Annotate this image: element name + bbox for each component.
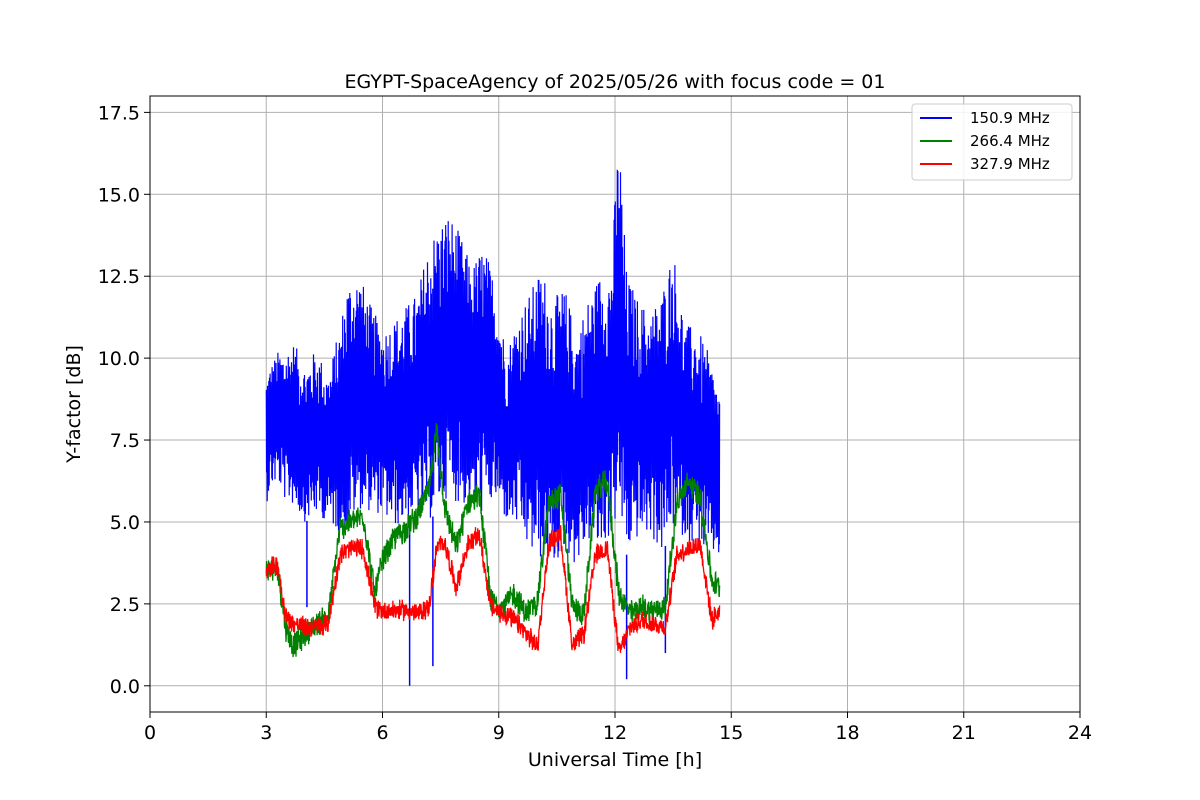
ticks: 0 3 6 9 12 15 18 21 24 0.0 2.5 5.0 7.5 10.0 12.5 15.0 17…: [98, 102, 1092, 744]
legend-entry-label: 327.9 MHz: [970, 155, 1050, 173]
y-tick-label: 0.0: [110, 676, 140, 698]
y-tick-label: 15.0: [98, 184, 140, 206]
legend-entry-label: 266.4 MHz: [970, 132, 1050, 150]
y-tick-label: 2.5: [110, 594, 140, 616]
x-tick-label: 24: [1068, 722, 1092, 744]
y-tick-label: 5.0: [110, 512, 140, 534]
x-tick-label: 12: [603, 722, 627, 744]
y-tick-label: 10.0: [98, 348, 140, 370]
series-line-327-9: [265, 525, 721, 653]
x-tick-label: 15: [719, 722, 743, 744]
x-tick-label: 6: [376, 722, 388, 744]
series-line-150-9: [265, 169, 721, 563]
chart-title: EGYPT-SpaceAgency of 2025/05/26 with foc…: [345, 71, 886, 93]
x-tick-label: 9: [493, 722, 505, 744]
x-tick-label: 21: [952, 722, 976, 744]
legend: 150.9 MHz 266.4 MHz 327.9 MHz: [911, 103, 1073, 181]
legend-entry-label: 150.9 MHz: [970, 109, 1050, 127]
x-tick-label: 0: [144, 722, 156, 744]
series-layer: [265, 169, 721, 686]
legend-box: [911, 103, 1073, 181]
y-tick-label: 12.5: [98, 266, 140, 288]
x-tick-label: 18: [835, 722, 859, 744]
y-axis-label: Y-factor [dB]: [63, 345, 85, 464]
x-tick-label: 3: [260, 722, 272, 744]
y-tick-label: 7.5: [110, 430, 140, 452]
y-tick-label: 17.5: [98, 102, 140, 124]
x-axis-label: Universal Time [h]: [528, 749, 702, 771]
